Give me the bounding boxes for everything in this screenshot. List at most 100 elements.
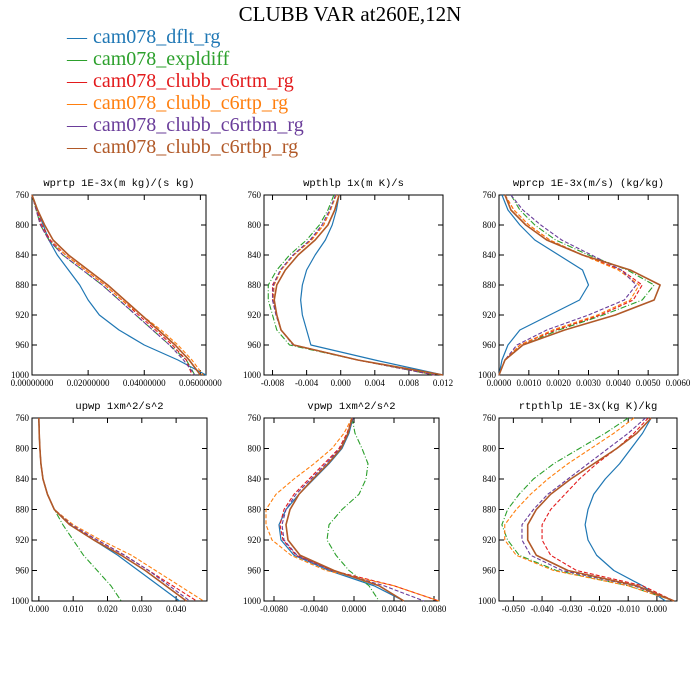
y-tick-label: 960 <box>483 340 497 350</box>
y-tick-label: 960 <box>483 566 497 576</box>
series-line <box>38 417 198 602</box>
legend-dash: — <box>67 136 87 158</box>
series-line <box>498 194 661 376</box>
legend-label: cam078_dflt_rg <box>93 26 221 48</box>
legend-dash: — <box>67 92 87 114</box>
legend-label: cam078_clubb_c6rtbp_rg <box>93 136 299 158</box>
series-line <box>38 417 204 602</box>
series-line <box>272 194 435 376</box>
x-tick-label: -0.020 <box>588 604 612 614</box>
y-tick-label: 960 <box>248 566 262 576</box>
series-line <box>498 194 637 376</box>
y-tick-label: 800 <box>16 444 30 454</box>
x-tick-label: -0.0080 <box>260 604 288 614</box>
legend-label: cam078_expldiff <box>93 48 230 70</box>
figure-title: CLUBB VAR at260E,12N <box>238 2 462 26</box>
legend-dash: — <box>67 114 87 136</box>
series-line <box>300 194 444 376</box>
series-line <box>501 417 675 602</box>
x-tick-label: 0.0050 <box>636 378 661 388</box>
panel-title: wprcp 1E-3x(m/s) (kg/kg) <box>513 178 664 190</box>
y-tick-label: 840 <box>483 250 497 260</box>
x-tick-label: -0.030 <box>559 604 583 614</box>
series-line <box>31 194 196 376</box>
y-tick-label: 960 <box>16 566 30 576</box>
series-line <box>265 417 440 602</box>
plot-frame <box>31 194 207 376</box>
x-tick-label: 0.0000 <box>342 604 367 614</box>
series-line <box>526 417 675 602</box>
series-line <box>31 194 193 376</box>
x-tick-label: 0.02000000 <box>67 378 110 388</box>
y-tick-label: 840 <box>248 250 262 260</box>
y-tick-label: 920 <box>16 535 30 545</box>
x-tick-label: 0.0010 <box>516 378 541 388</box>
x-tick-label: -0.008 <box>261 378 285 388</box>
y-tick-label: 760 <box>16 190 30 200</box>
y-tick-label: 840 <box>483 474 497 484</box>
series-line <box>31 194 207 376</box>
y-tick-label: 840 <box>248 474 262 484</box>
x-tick-label: 0.0040 <box>382 604 407 614</box>
legend-label: cam078_clubb_c6rtm_rg <box>93 70 294 92</box>
x-tick-label: 0.04000000 <box>123 378 166 388</box>
legend-item: — cam078_dflt_rg <box>67 26 304 48</box>
series-line <box>271 194 435 376</box>
legend-dash: — <box>67 26 87 48</box>
panel-title: vpwp 1xm^2/s^2 <box>307 401 395 413</box>
x-tick-label: 0.0080 <box>422 604 447 614</box>
y-tick-label: 840 <box>16 474 30 484</box>
panel-title: wpthlp 1x(m K)/s <box>303 178 404 190</box>
series-line <box>285 417 405 602</box>
y-tick-label: 960 <box>248 340 262 350</box>
y-tick-label: 920 <box>16 310 30 320</box>
x-tick-label: 0.000 <box>647 604 668 614</box>
x-tick-label: 0.00000000 <box>11 378 54 388</box>
series-line <box>31 194 202 376</box>
x-tick-label: 0.020 <box>97 604 118 614</box>
y-tick-label: 920 <box>483 310 497 320</box>
plot-frame <box>31 417 208 602</box>
legend-label: cam078_clubb_c6rtbm_rg <box>93 114 304 136</box>
x-tick-label: -0.050 <box>502 604 526 614</box>
y-tick-label: 1000 <box>243 596 262 606</box>
legend-item: — cam078_clubb_c6rtbp_rg <box>67 136 304 158</box>
series-line <box>271 194 435 376</box>
legend-item: — cam078_expldiff <box>67 48 304 70</box>
y-tick-label: 800 <box>483 220 497 230</box>
y-tick-label: 800 <box>483 444 497 454</box>
y-tick-label: 1000 <box>478 596 497 606</box>
y-tick-label: 880 <box>16 280 30 290</box>
x-tick-label: 0.0040 <box>606 378 631 388</box>
y-tick-label: 880 <box>248 280 262 290</box>
y-tick-label: 880 <box>483 280 497 290</box>
series-line <box>498 194 640 376</box>
plot-frame <box>263 194 444 376</box>
y-tick-label: 840 <box>16 250 30 260</box>
legend-dash: — <box>67 70 87 92</box>
y-tick-label: 920 <box>248 310 262 320</box>
y-tick-label: 760 <box>248 413 262 423</box>
x-tick-label: 0.0060 <box>666 378 691 388</box>
series-line <box>267 194 435 376</box>
legend: — cam078_dflt_rg — cam078_expldiff — cam078… <box>67 26 304 158</box>
series-line <box>38 417 180 602</box>
legend-item: — cam078_clubb_c6rtm_rg <box>67 70 304 92</box>
x-tick-label: 0.000 <box>331 378 352 388</box>
panel-title: upwp 1xm^2/s^2 <box>75 401 163 413</box>
series-line <box>521 417 675 602</box>
y-tick-label: 760 <box>483 190 497 200</box>
x-tick-label: -0.010 <box>617 604 641 614</box>
y-tick-label: 800 <box>248 444 262 454</box>
x-tick-label: 0.030 <box>132 604 153 614</box>
legend-item: — cam078_clubb_c6rtp_rg <box>67 92 304 114</box>
y-tick-label: 800 <box>16 220 30 230</box>
y-tick-label: 760 <box>483 413 497 423</box>
x-tick-label: 0.000 <box>29 604 50 614</box>
series-line <box>326 417 380 602</box>
y-tick-label: 760 <box>16 413 30 423</box>
y-tick-label: 760 <box>248 190 262 200</box>
series-line <box>31 194 196 376</box>
x-tick-label: 0.06000000 <box>179 378 222 388</box>
x-tick-label: 0.010 <box>63 604 84 614</box>
